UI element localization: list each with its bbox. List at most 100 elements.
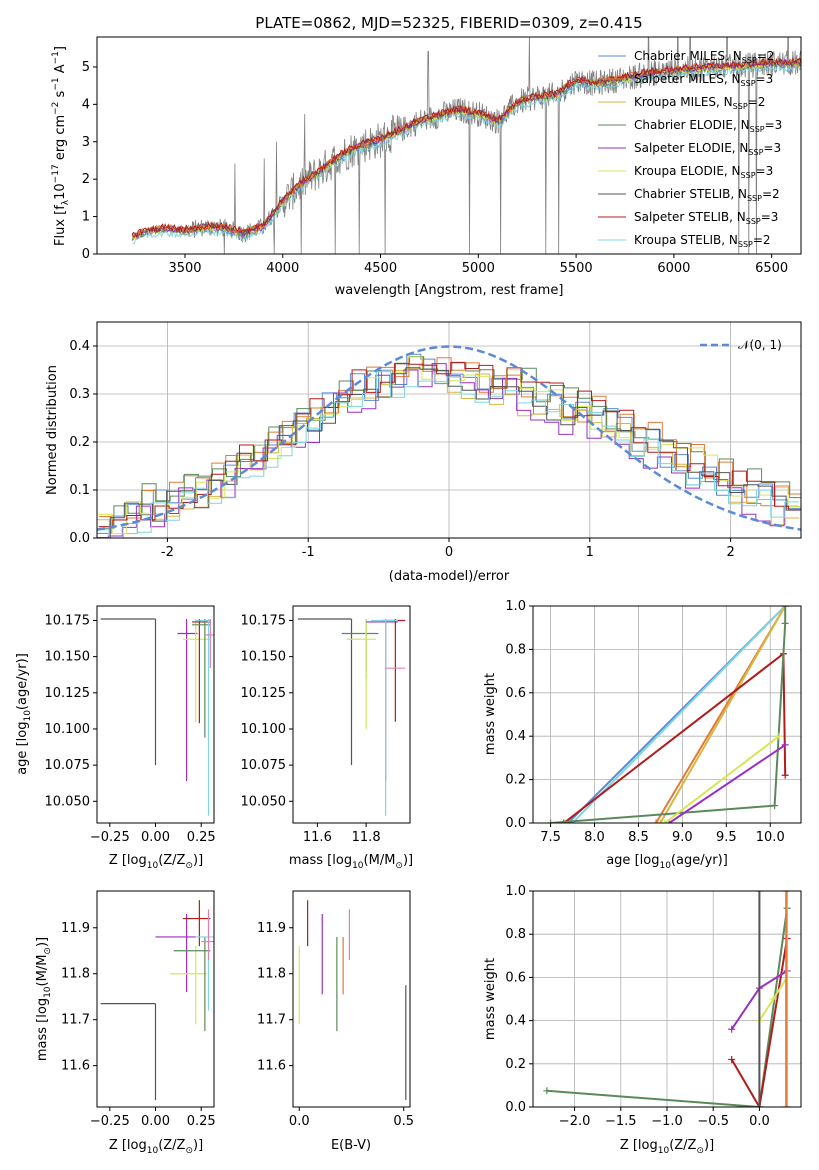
massweight_vs_age-marker-salpeter_stelib: [560, 819, 568, 823]
massweight_vs_Z-marker-chabrier_elodie: [543, 1087, 551, 1095]
massweight_vs_Z-line-chabrier_elodie: [546, 908, 789, 1107]
mass_vs_Z-xtick-label: 0.00: [141, 1114, 170, 1129]
massweight_vs_Z-xtick-label: −1.0: [651, 1114, 683, 1129]
resid-ytick-label: 0.3: [69, 387, 90, 402]
massweight_vs_age-ytick-label: 1.0: [505, 599, 526, 614]
massweight_vs_age-marker-chabrier_elodie: [781, 606, 789, 610]
residuals-legend: 𝒩(0, 1): [700, 338, 782, 352]
massweight_vs_age-marker-kroupa_miles: [656, 819, 664, 823]
spectrum-model-salpeter_stelib: [131, 56, 801, 239]
age-vs-Z-ylabel: age [log10(age/yr)]: [15, 653, 33, 775]
massweight_vs_age-marker-kroupa_elodie: [775, 732, 783, 740]
spectrum-xlabel: wavelength [Angstrom, rest frame]: [335, 283, 564, 298]
massweight_vs_Z-ytick-label: 0.4: [505, 1014, 526, 1029]
resid-ytick-label: 0.2: [69, 435, 90, 450]
legend-label-kroupa_stelib: Kroupa STELIB, NSSP=2: [634, 233, 771, 249]
massweight_vs_age-line-kroupa_stelib: [571, 606, 786, 823]
age_vs_mass-ytick-label: 10.100: [241, 722, 287, 737]
spectrum-ytick-label: 0: [82, 247, 90, 262]
legend-label-chabrier_elodie: Chabrier ELODIE, NSSP=3: [634, 118, 782, 134]
massweight_vs_Z-ytick-label: 1.0: [505, 884, 526, 899]
legend-label-kroupa_elodie: Kroupa ELODIE, NSSP=3: [634, 164, 773, 180]
massweight_vs_Z-marker-kroupa_elodie: [769, 995, 777, 1003]
legend-label-chabrier_miles: Chabrier MILES, NSSP=2: [634, 49, 774, 65]
mass-vs-ebv-xlabel: E(B-V): [331, 1138, 371, 1153]
spectrum-xtick-label: 6000: [657, 261, 690, 276]
massweight_vs_age-marker-salpeter_stelib: [781, 771, 789, 779]
age_vs_mass-xtick-label: 11.6: [303, 830, 332, 845]
legend-label-kroupa_miles: Kroupa MILES, NSSP=2: [634, 95, 765, 111]
age_vs_mass-ytick-label: 10.175: [241, 613, 287, 628]
massweight_vs_Z-xtick-label: 0.0: [749, 1114, 770, 1129]
resid-xtick-label: 0: [445, 545, 453, 560]
spectrum-title: PLATE=0862, MJD=52325, FIBERID=0309, z=0…: [255, 14, 642, 32]
resid-xtick-label: 2: [726, 545, 734, 560]
mass_vs_ebv-ytick-label: 11.9: [257, 921, 286, 936]
massweight_vs_Z-xtick-label: −0.5: [697, 1114, 729, 1129]
massweight_vs_Z-xtick-label: −1.5: [605, 1114, 637, 1129]
spectrum-legend: Chabrier MILES, NSSP=2 Salpeter MILES, NS…: [598, 49, 782, 249]
spectrum-xtick-label: 5000: [462, 261, 495, 276]
spectrum-ylabel: Flux [fλ10−17 erg cm−2 s−1 A−1]: [51, 46, 71, 246]
massweight-vs-Z-panel: −2.0 −1.5 −1.0 −0.5 0.0 0.0 0.2 0.4 0.6 0.8 1.0 Z …: [483, 884, 802, 1156]
massweight_vs_age-ytick-label: 0.2: [505, 773, 526, 788]
residuals-ylabel: Normed distribution: [45, 365, 60, 495]
massweight_vs_Z-ytick-label: 0.6: [505, 970, 526, 985]
massweight_vs_age-marker-chabrier_elodie: [781, 619, 789, 627]
massweight_vs_Z-marker-salpeter_stelib: [728, 1055, 736, 1063]
spectrum-xtick-label: 5500: [560, 261, 593, 276]
massweight_vs_age-line-salpeter_elodie: [668, 744, 786, 823]
spectrum-ytick-label: 3: [82, 135, 90, 150]
age-vs-mass-panel: 11.6 11.8 10.050 10.075 10.100 10.125 10.150 10…: [241, 605, 413, 871]
spectrum-ytick-label: 1: [82, 210, 90, 225]
spectrum-ytick-label: 5: [82, 60, 90, 75]
age_vs_Z-xtick-label: 0.25: [187, 830, 216, 845]
massweight_vs_age-xtick-label: 8.5: [628, 830, 649, 845]
mass-vs-Z-ylabel: mass [log10(M/M⊙)]: [35, 937, 53, 1061]
mass_vs_ebv-ytick-label: 11.7: [257, 1013, 286, 1028]
age_vs_Z-ytick-label: 10.075: [45, 758, 91, 773]
mass-vs-Z-panel: −0.25 0.00 0.25 11.6 11.7 11.8 11.9 Z [log10(Z…: [35, 890, 216, 1156]
massweight-vs-age-ylabel: mass weight: [483, 673, 498, 755]
spectrum-ytick-label: 2: [82, 172, 90, 187]
massweight_vs_age-marker-salpeter_miles: [652, 819, 660, 823]
resid-hist-chabrier_stelib: [97, 367, 801, 538]
mass_vs_ebv-xtick-label: 0.5: [393, 1114, 414, 1129]
spectrum-ytick-label: 4: [82, 97, 90, 112]
age_vs_Z-ytick-label: 10.150: [45, 650, 91, 665]
residuals-panel: -2 -1 0 1 2 0.0 0.1 0.2 0.3 0.4 (data-model)/erro…: [45, 321, 802, 584]
age_vs_Z-xtick-label: −0.25: [90, 830, 130, 845]
massweight_vs_Z-xtick-label: −2.0: [559, 1114, 591, 1129]
resid-ytick-label: 0.4: [69, 339, 90, 354]
massweight-vs-Z-ylabel: mass weight: [483, 958, 498, 1040]
massweight_vs_age-marker-chabrier_elodie: [771, 802, 779, 810]
massweight_vs_Z-ytick-label: 0.8: [505, 927, 526, 942]
massweight_vs_age-line-kroupa_elodie: [664, 735, 780, 823]
legend-label-chabrier_stelib: Chabrier STELIB, NSSP=2: [634, 187, 780, 203]
age_vs_mass-ytick-label: 10.075: [241, 758, 287, 773]
mass_vs_Z-xtick-label: −0.25: [90, 1114, 130, 1129]
massweight_vs_age-xtick-label: 9.5: [716, 830, 737, 845]
spectrum-model-kroupa_stelib: [132, 63, 801, 244]
age_vs_mass-ytick-label: 10.150: [241, 650, 287, 665]
massweight_vs_age-xtick-label: 10.0: [756, 830, 785, 845]
massweight_vs_age-marker-salpeter_elodie: [781, 741, 789, 749]
mass_vs_Z-xtick-label: 0.25: [187, 1114, 216, 1129]
age_vs_Z-ytick-label: 10.175: [45, 613, 91, 628]
age_vs_mass-xtick-label: 11.8: [352, 830, 381, 845]
mass-vs-ebv-panel: 0.0 0.5 11.6 11.7 11.8 11.9 E(B-V): [257, 890, 414, 1153]
resid-hist-kroupa_miles: [97, 365, 800, 538]
massweight_vs_age-ytick-label: 0.8: [505, 642, 526, 657]
massweight_vs_age-line-chabrier_elodie: [550, 606, 787, 823]
age_vs_Z-xtick-label: 0.00: [141, 830, 170, 845]
massweight_vs_age-xtick-label: 7.5: [540, 830, 561, 845]
massweight_vs_Z-marker-salpeter_elodie: [728, 1025, 736, 1033]
mass_vs_ebv-ytick-label: 11.6: [257, 1059, 286, 1074]
massweight_vs_Z-marker-chabrier_stelib: [755, 1103, 763, 1107]
massweight_vs_Z-marker-salpeter_miles: [782, 1103, 790, 1107]
massweight_vs_Z-marker-chabrier_stelib: [755, 891, 763, 895]
massweight_vs_age-xtick-label: 9.0: [672, 830, 693, 845]
resid-hist-kroupa_stelib: [97, 371, 799, 538]
massweight_vs_Z-ytick-label: 0.2: [505, 1057, 526, 1072]
